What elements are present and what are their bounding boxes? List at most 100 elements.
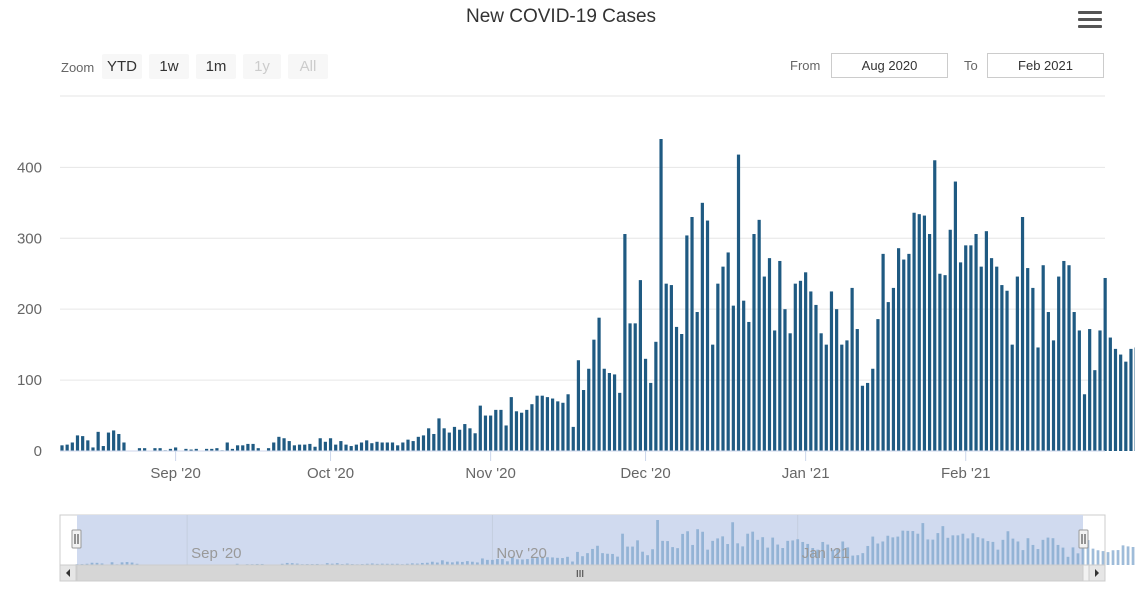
navigator-bar [385,563,389,565]
bar [943,275,947,451]
navigator-bar [380,563,384,565]
scrollbar[interactable]: III [59,564,1106,582]
from-date-input[interactable]: Aug 2020 [831,53,948,78]
navigator-bar [881,541,885,565]
navigator-bar [410,563,414,565]
zoom-1m-button[interactable]: 1m [196,54,236,79]
bar [1026,268,1030,451]
navigator-mask[interactable] [77,515,1083,565]
navigator-bar [661,540,664,565]
bar [406,439,410,451]
bar [860,385,865,451]
navigator-bar [821,541,825,565]
bar [272,442,276,451]
chart-title: New COVID-19 Cases [465,6,657,27]
bar [168,448,173,451]
bar [96,431,100,451]
bar [721,266,725,451]
navigator-bar [330,563,334,565]
navigator-bar [501,559,504,565]
navigator-bar [716,538,720,565]
bar [964,245,968,451]
bar [845,340,849,451]
bar [1082,394,1087,451]
bar [597,317,601,451]
navigator-bar [235,563,239,565]
bar [313,446,317,451]
bar [1010,344,1014,451]
bar [824,344,828,451]
bar [938,273,942,451]
bar [1103,277,1107,451]
navigator[interactable]: Sep '20 Nov '20 Jan '21 [59,514,1135,566]
to-date-input[interactable]: Feb 2021 [987,53,1104,78]
bar [571,426,575,451]
navigator-bar [1086,540,1090,565]
bar [1077,330,1081,451]
navigator-bar [110,562,114,565]
arrow-right-icon [1095,569,1099,577]
navigator-bar [851,555,855,565]
bar [60,445,64,451]
zoom-1w-button[interactable]: 1w [149,54,189,79]
bar [1067,265,1071,451]
bar [587,368,591,451]
navigator-bar [85,563,89,565]
navigator-bar [1096,550,1100,565]
bar [979,266,983,451]
bar [711,344,715,451]
navigator-bar [766,547,770,565]
navigator-bar [1021,550,1025,565]
bar [509,397,513,451]
navigator-bar [365,563,369,565]
navigator-bar [871,536,875,565]
navigator-bar [255,563,259,565]
bar [344,444,348,451]
bar [158,448,162,451]
navigator-bar [1131,547,1135,565]
bar [705,220,710,451]
navigator-bar [1051,538,1055,565]
bar [246,443,250,451]
navigator-bar [666,541,669,565]
bar [700,202,704,451]
navigator-bar [591,548,594,565]
to-label: To [964,58,978,73]
navigator-bar [951,535,955,565]
bar [91,447,95,451]
bar [359,442,364,451]
navigator-right-handle[interactable] [1078,529,1089,549]
bar [1015,276,1019,451]
scrollbar-thumb[interactable] [76,564,1084,582]
bar [210,448,214,451]
bar [416,436,420,451]
navigator-bar [921,523,925,565]
navigator-tick-label: Nov '20 [496,545,546,562]
bar [752,234,756,451]
navigator-bar [290,563,294,565]
bar [194,448,198,451]
bar [303,444,307,451]
navigator-bar [626,546,629,565]
navigator-left-handle[interactable] [71,529,82,549]
context-menu-icon[interactable] [1078,11,1102,31]
navigator-bar [285,562,289,565]
navigator-bar [95,562,99,565]
navigator-bar [691,544,694,565]
bar [256,448,260,451]
navigator-bar [651,549,654,565]
bar [81,436,85,451]
bar [855,329,859,451]
navigator-bar [756,539,760,565]
bar [468,428,472,451]
bar [695,312,699,451]
navigator-bar [701,531,704,565]
navigator-bar [686,531,689,565]
navigator-bar [636,540,639,565]
bar [1031,287,1035,451]
zoom-ytd-button[interactable]: YTD [102,54,142,79]
navigator-bar [1061,547,1065,565]
bar [835,309,839,451]
bar [1072,312,1076,451]
navigator-bar [536,557,539,565]
